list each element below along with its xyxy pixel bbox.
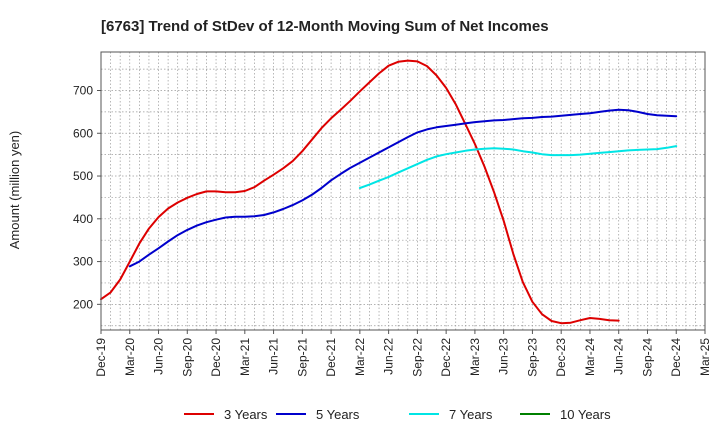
x-tick-label: Sep-23 [525,338,539,377]
x-tick-label: Mar-24 [583,338,597,376]
x-tick-label: Dec-22 [439,338,453,377]
y-axis-label: Amount (million yen) [7,131,22,250]
x-tick-label: Dec-20 [209,338,223,377]
plot-area [101,52,705,330]
legend-label-7-years: 7 Years [449,407,493,422]
y-tick-label: 200 [73,297,93,311]
x-tick-label: Dec-24 [669,338,683,377]
legend-label-5-years: 5 Years [316,407,360,422]
y-tick-label: 300 [73,255,93,269]
x-tick-label: Mar-22 [353,338,367,376]
x-tick-label: Sep-21 [295,338,309,377]
x-tick-label: Mar-25 [698,338,712,376]
x-tick-label: Sep-20 [180,338,194,377]
y-axis-ticks: 200 300 400 500 600 700 [73,83,101,311]
x-tick-label: Dec-19 [94,338,108,377]
x-tick-label: Jun-22 [382,338,396,375]
series-line-5-years [128,108,678,268]
x-tick-label: Mar-20 [123,338,137,376]
x-tick-label: Jun-23 [497,338,511,375]
y-tick-label: 600 [73,126,93,140]
legend-label-10-years: 10 Years [560,407,611,422]
x-tick-label: Jun-21 [267,338,281,375]
x-tick-label: Mar-21 [238,338,252,376]
y-tick-label: 500 [73,169,93,183]
legend-label-3-years: 3 Years [224,407,268,422]
x-axis-ticks: Dec-19 Mar-20 Jun-20 Sep-20 Dec-20 Mar-21 Jun-… [94,330,712,377]
y-tick-label: 700 [73,83,93,97]
plot-border [100,51,706,331]
x-tick-label: Mar-23 [468,338,482,376]
x-tick-label: Jun-20 [152,338,166,375]
series-line-7-years [358,145,678,189]
x-tick-label: Dec-21 [324,338,338,377]
grid [100,52,706,330]
legend: 3 Years 5 Years 7 Years 10 Years [184,407,611,422]
chart-title: [6763] Trend of StDev of 12-Month Moving… [101,18,549,35]
y-tick-label: 400 [73,212,93,226]
x-tick-label: Sep-24 [640,338,654,377]
series-layer [100,59,678,325]
x-tick-label: Sep-22 [410,338,424,377]
series-line-3-years [100,59,620,325]
x-tick-label: Jun-24 [612,338,626,375]
x-tick-label: Dec-23 [554,338,568,377]
